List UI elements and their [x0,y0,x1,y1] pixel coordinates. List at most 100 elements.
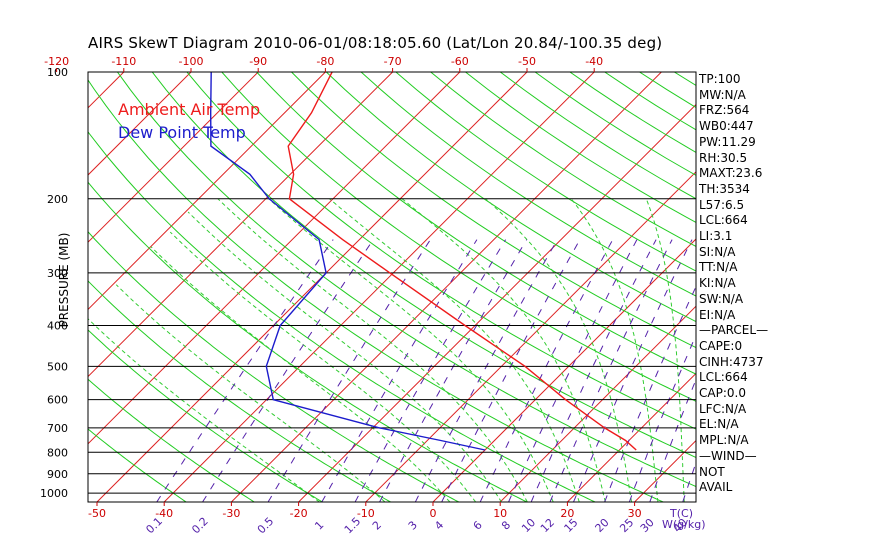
dry-adiabat-line [325,72,696,323]
dry-adiabat-line [88,131,596,502]
sounding-parameter: TT:N/A [699,260,738,275]
y-axis-label: PRESSURE (MB) [57,232,71,328]
moist-adiabat-line [150,246,451,502]
pressure-tick-label: 200 [47,193,68,206]
sounding-parameter: NOT [699,464,725,479]
dry-adiabat-line [779,72,870,502]
pressure-tick-label: 600 [47,394,68,407]
dry-adiabat-line [88,79,664,502]
mixing-ratio-tick-label: 3 [406,518,420,532]
mixing-ratio-line [573,239,693,502]
mixing-ratio-tick-label: 8 [499,518,513,532]
isotherm-line [96,72,528,502]
sounding-parameter: CAP:0.0 [699,386,746,401]
mixing-ratio-line [649,378,696,502]
sounding-parameter: MPL:N/A [699,433,749,448]
sounding-parameter: CAPE:0 [699,338,743,353]
moist-adiabat-line [268,198,554,502]
bottom-temp-tick-label: -50 [88,507,106,520]
dry-adiabat-line [221,72,696,402]
sounding-parameter: CINH:4737 [699,354,764,369]
plot-area [0,72,870,502]
dry-adiabat-line [848,72,870,502]
top-temp-tick-label: -40 [585,55,603,68]
moist-adiabat-line [217,198,528,502]
pressure-tick-label: 700 [47,422,68,435]
pressure-tick-label: 800 [47,446,68,459]
sounding-parameter: —PARCEL— [699,323,769,338]
isotherm-line [499,305,696,502]
isotherm-line [0,72,57,502]
mixing-ratio-tick-label: 20 [593,516,612,535]
mixing-ratio-line [414,239,558,502]
bottom-temp-tick-label: 30 [628,507,642,520]
bottom-temp-tick-label: -10 [357,507,375,520]
bottom-temp-tick-label: -40 [155,507,173,520]
pressure-tick-label: 1000 [40,487,68,500]
mixing-ratio-line [549,239,673,502]
mixing-ratio-tick-label: 12 [538,516,557,535]
pressure-tick-label: 300 [47,267,68,280]
isotherm-line [88,72,393,378]
dry-adiabat-line [186,72,696,430]
sounding-parameter: LCL:664 [699,213,748,228]
dry-adiabat-line [291,72,696,349]
bottom-temp-tick-label: 20 [560,507,574,520]
sounding-parameter: LI:3.1 [699,229,733,244]
sounding-parameter: RH:30.5 [699,150,748,165]
mixing-ratio-tick-label: 0.2 [189,515,211,537]
sounding-parameters: TP:100 MW:N/A FRZ:564 WB0:447 PW:11.29 RH:30.… [699,72,768,496]
sounding-parameter: SW:N/A [699,291,744,306]
sounding-parameter: PW:11.29 [699,134,756,149]
mixing-ratio-line [604,285,696,502]
legend-ambient-air-temp: Ambient Air Temp [118,100,261,119]
sounding-parameter: AVAIL [699,480,733,495]
isotherm-line [298,103,696,502]
bottom-temp-tick-label: -20 [290,507,308,520]
dry-adiabat-line [360,72,696,297]
moist-adiabat-line [115,284,386,502]
mixing-ratio-tick-label: 2 [370,518,384,532]
dry-adiabat-line [395,72,696,272]
isotherm-line [88,72,192,176]
dry-adiabat-line [88,181,528,502]
sounding-parameter: EI:N/A [699,307,736,322]
sounding-parameter: TH:3534 [699,181,750,196]
top-temp-tick-label: -80 [316,55,334,68]
isotherm-line [432,238,696,502]
top-temp-tick-label: -90 [249,55,267,68]
mixing-ratio-line [354,239,507,502]
mixing-ratio-line [321,239,478,502]
legend-dew-point-temp: Dew Point Temp [118,123,246,142]
isotherm-line [88,72,326,311]
top-temp-tick-label: -50 [518,55,536,68]
dry-adiabat-line [88,329,323,502]
dry-adiabat-line [256,72,696,375]
pressure-tick-label: 100 [47,66,68,79]
pressure-tick-label: 900 [47,468,68,481]
isotherm-line [88,72,259,243]
mixing-ratio-line [267,239,431,502]
dry-adiabat-line [88,231,460,502]
sounding-parameter: —WIND— [699,448,757,463]
mixing-ratio-tick-label: 4 [432,518,446,532]
isotherm-line [231,72,662,502]
sounding-parameter: WB0:447 [699,119,754,134]
pressure-tick-label: 500 [47,360,68,373]
mixing-ratio-unit-label: W(g/kg) [662,518,706,531]
mixing-ratio-line [530,239,657,502]
mixing-ratio-tick-label: 0.5 [255,515,277,537]
bottom-temp-tick-label: 0 [430,507,437,520]
ambient-air-temp-line [287,72,637,451]
sounding-parameter: L57:6.5 [699,197,745,212]
mixing-ratio-tick-label: 10 [519,516,538,535]
dry-adiabat-line [465,72,696,223]
moist-adiabat-line [645,198,685,502]
plot-frame [87,71,697,503]
dry-adiabat-line [88,428,187,502]
dry-adiabat-line [500,72,696,200]
sounding-parameter: TP:100 [699,72,741,86]
sounding-parameter: MW:N/A [699,87,746,102]
isotherm-line [163,72,595,502]
sounding-parameter: EL:N/A [699,417,739,432]
